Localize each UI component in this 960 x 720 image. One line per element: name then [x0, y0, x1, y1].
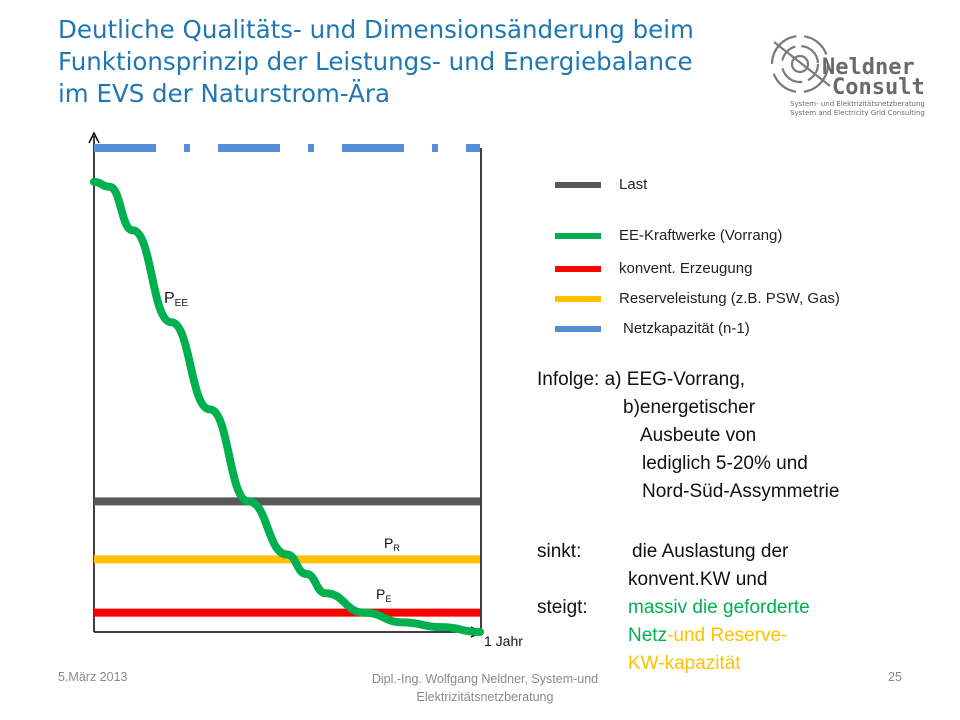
infolge-a: a) EEG-Vorrang, [604, 369, 746, 390]
legend-label-konvent: konvent. Erzeugung [619, 260, 753, 277]
legend-swatch-ee [555, 233, 601, 239]
series-label-p-e: PE [376, 586, 391, 604]
infolge-b1: b)energetischer [623, 397, 756, 418]
series-ee [90, 177, 484, 636]
series-label-p-ee: PEE [164, 290, 188, 309]
legend-label-reserve: Reserveleistung (z.B. PSW, Gas) [619, 290, 840, 307]
p-ee-sub: EE [175, 298, 189, 309]
chart-legend: Last EE-Kraftwerke (Vorrang) konvent. Er… [555, 172, 955, 342]
y-axis-arrow [88, 131, 100, 144]
legend-swatch-reserve [555, 296, 601, 302]
netz-text: Netz [628, 625, 668, 646]
infolge-row: Infolge: a) EEG-Vorrang, [537, 366, 745, 394]
x-axis-label: 1 Jahr [484, 633, 523, 649]
title-line-2: Funktionsprinzip der Leistungs- und Ener… [58, 47, 693, 76]
neldner-consult-logo: Neldner Consult System- und Elektrizität… [770, 34, 925, 117]
sinkt-2: konvent.KW und [628, 569, 768, 590]
steigt-label: steigt: [537, 597, 588, 618]
p-r-sub: R [393, 543, 400, 553]
series-label-p-r: PR [384, 535, 400, 553]
logo-name-top: Neldner [822, 55, 915, 80]
footer-author-line-2: Elektrizitätsnetzberatung [416, 690, 554, 704]
legend-label-netz: Netzkapazität (n-1) [623, 320, 750, 337]
logo-emblem-icon [770, 34, 831, 94]
footer-author: Dipl.-Ing. Wolfgang Neldner, System-und … [330, 670, 640, 706]
infolge-label: Infolge: [537, 369, 600, 390]
title-line-1: Deutliche Qualitäts- und Dimensionsänder… [58, 15, 694, 44]
sinkt-label: sinkt: [537, 541, 582, 562]
logo-tagline-2: System and Electricity Grid Consulting [790, 109, 925, 117]
p-e-main: P [376, 586, 385, 602]
netz-reserve-row: Netz-und Reserve- [628, 622, 787, 650]
title-line-3: im EVS der Naturstrom-Ära [58, 79, 390, 108]
legend-label-ee: EE-Kraftwerke (Vorrang) [619, 227, 783, 244]
logo-name-bottom: Consult [832, 75, 925, 100]
p-e-sub: E [385, 594, 391, 604]
chart-series [90, 144, 484, 636]
steigt-green: massiv die geforderte [628, 597, 810, 618]
legend-label-last: Last [619, 176, 648, 193]
logo-tagline-1: System- und Elektrizitätsnetzberatung [790, 100, 925, 108]
kw-kapazitaet: KW-kapazität [628, 653, 741, 674]
footer-date: 5.März 2013 [58, 670, 128, 684]
p-ee-main: P [164, 290, 175, 307]
p-r-main: P [384, 535, 393, 551]
chart-labels: PEE PR PE 1 Jahr [164, 290, 523, 649]
page-title: Deutliche Qualitäts- und Dimensionsänder… [58, 14, 738, 110]
infolge-b4: Nord-Süd-Assymmetrie [642, 481, 840, 502]
infolge-b3: lediglich 5-20% und [642, 453, 808, 474]
footer-page-number: 25 [888, 670, 902, 684]
legend-swatch-last [555, 182, 601, 188]
und-reserve-text: -und Reserve- [667, 625, 788, 646]
footer-author-line-1: Dipl.-Ing. Wolfgang Neldner, System-und [371, 672, 599, 686]
legend-swatch-konvent [555, 266, 601, 272]
infolge-b2: Ausbeute von [640, 425, 757, 446]
legend-swatch-netz [555, 326, 601, 332]
sinkt-1: die Auslastung der [632, 541, 789, 562]
